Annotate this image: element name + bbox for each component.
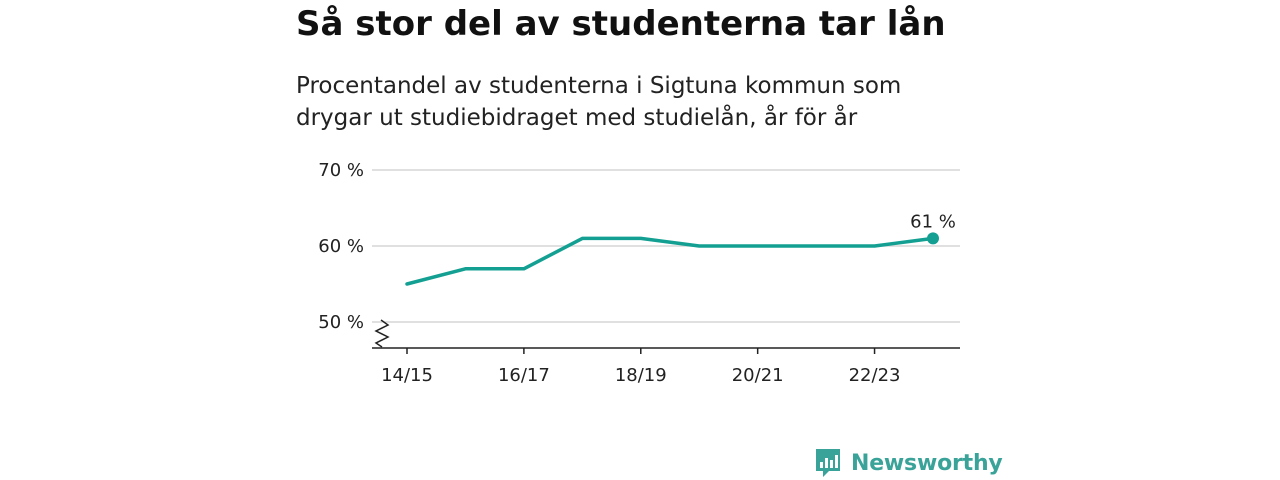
- series-line: [405, 236, 935, 286]
- y-tick-label: 50 %: [318, 312, 364, 333]
- series-end-point: [927, 232, 939, 245]
- y-tick-label: 70 %: [318, 160, 364, 181]
- newsworthy-logo-icon: [816, 449, 840, 477]
- line-chart: 50 % 60 % 70 % 14/15 16/17 18/19 20/21 22/23 61 …: [318, 160, 960, 386]
- end-value-label: 61 %: [910, 211, 956, 232]
- y-tick-label: 60 %: [318, 236, 364, 257]
- x-tick-label: 22/23: [849, 365, 901, 386]
- x-tick-label: 18/19: [615, 365, 667, 386]
- chart-subtitle: Procentandel av studenterna i Sigtuna ko…: [296, 70, 996, 134]
- brand-name: Newsworthy: [851, 450, 1003, 476]
- x-tick-label: 14/15: [381, 365, 433, 386]
- subtitle-line-1: Procentandel av studenterna i Sigtuna ko…: [296, 73, 902, 99]
- axis-break-icon: [374, 319, 390, 348]
- subtitle-line-2: drygar ut studiebidraget med studielån, …: [296, 105, 858, 131]
- x-tick-label: 20/21: [732, 365, 784, 386]
- x-tick-label: 16/17: [498, 365, 550, 386]
- chart-title: Så stor del av studenterna tar lån: [296, 4, 946, 44]
- brand-footer[interactable]: Newsworthy: [814, 446, 1003, 480]
